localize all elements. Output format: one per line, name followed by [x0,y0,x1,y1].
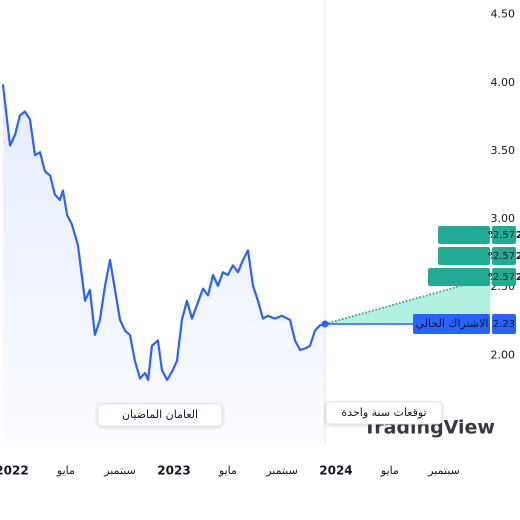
forecast-value: 2.57 [493,272,515,283]
current-dot [321,320,329,328]
current-value: 2.23 [493,319,515,330]
x-tick-label: سبتمبر [427,464,460,477]
price-area [2,84,325,445]
label-box [428,268,490,286]
x-tick-label: مايو [380,464,399,477]
annotation: توقعات سنة واحدة [341,406,426,419]
y-tick-label: 2.00 [491,348,516,361]
forecast-value: 2.57 [493,230,515,241]
x-tick-label: مايو [56,464,75,477]
value-box [492,226,516,244]
current-label: الاشتراك الحالي [416,317,489,330]
annotation-box [97,403,223,427]
forecast-value: 2.57 [493,251,515,262]
annotation-box [325,401,443,425]
x-tick-label: 2023 [157,464,190,478]
y-tick-label: 4.00 [491,76,516,89]
label-box [438,247,490,265]
x-tick-label: سبتمبر [103,464,136,477]
forecast-line [324,276,491,325]
price-line [1,84,326,381]
value-box [492,247,516,265]
annotation: العامان الماضيان [122,408,198,421]
y-tick-label: 3.50 [491,144,516,157]
x-tick-label: مايو [218,464,237,477]
y-tick-label: 4.50 [491,8,516,21]
value-box [492,314,516,335]
x-tick-label: سبتمبر [265,464,298,477]
y-tick-label: 3.00 [491,212,516,225]
label-box [413,314,490,335]
value-box [492,268,516,286]
x-tick-label: 2024 [319,464,352,478]
x-tick-label: 2022 [0,464,29,478]
label-box [438,226,490,244]
